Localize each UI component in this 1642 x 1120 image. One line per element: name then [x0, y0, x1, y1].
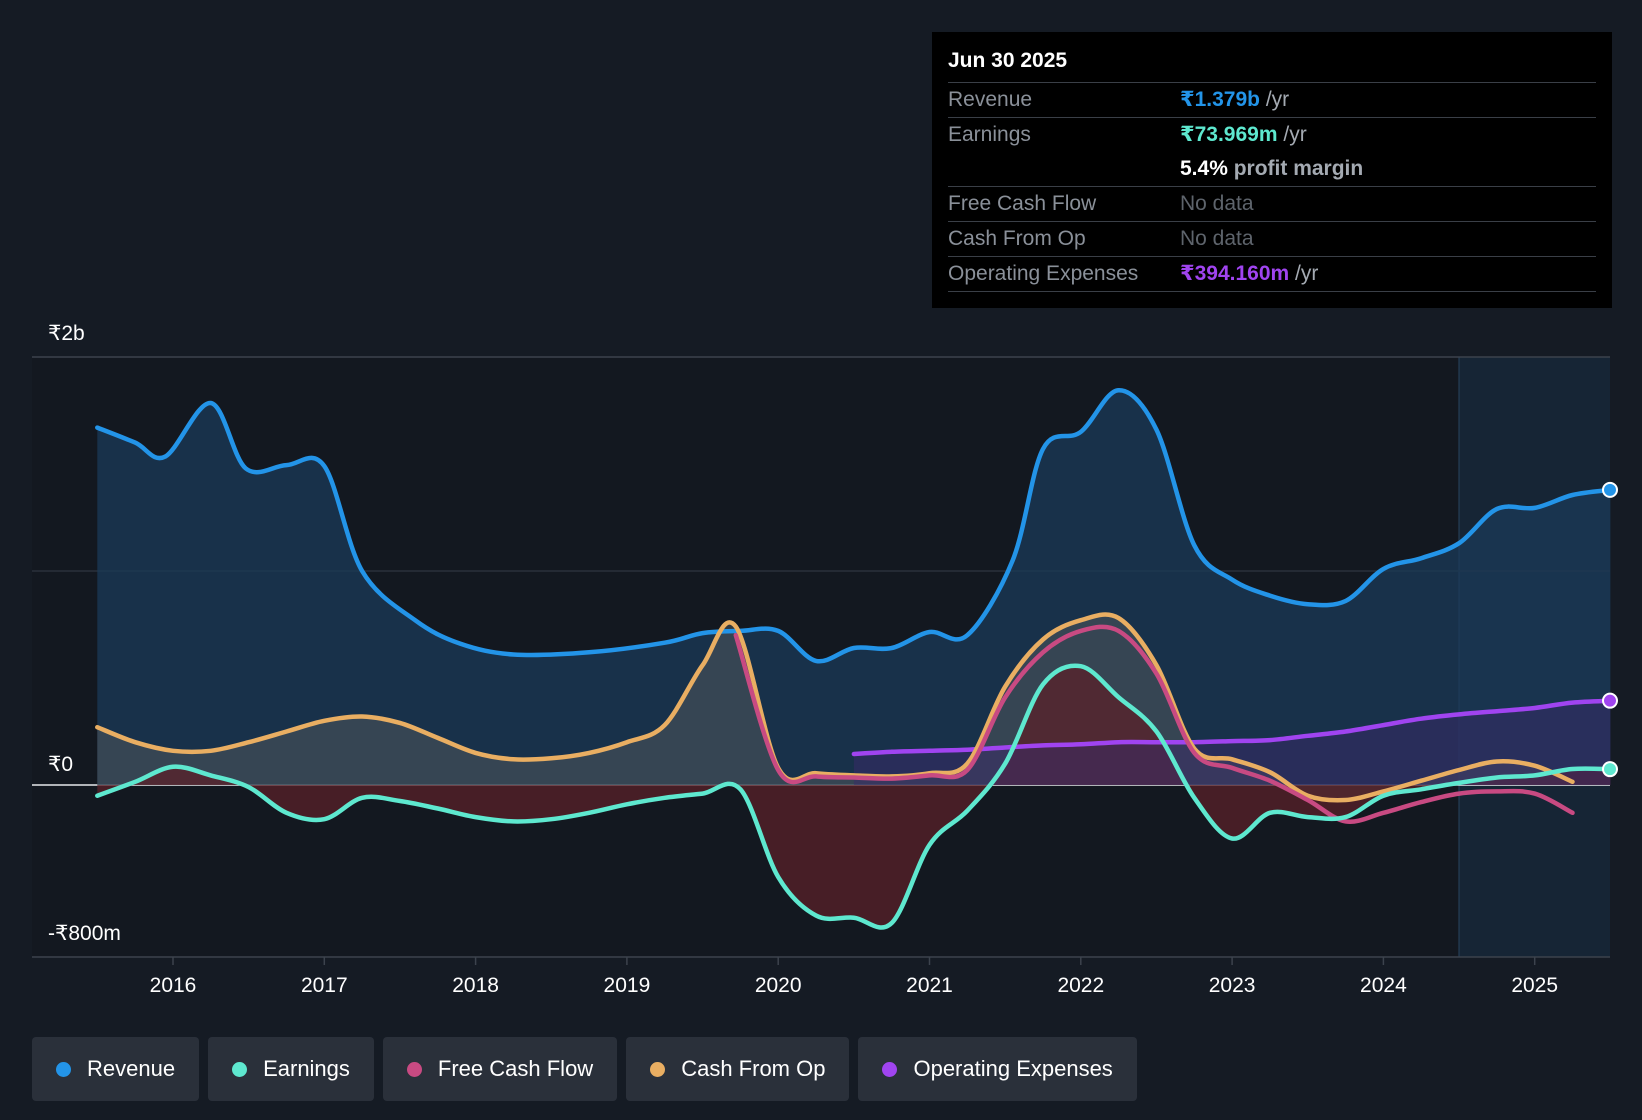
x-tick-label: 2019: [604, 974, 651, 997]
y-axis-labels: ₹2b ₹0 -₹800m: [48, 322, 121, 945]
earnings-area: [97, 665, 1611, 928]
y-tick-label: ₹0: [48, 753, 73, 776]
tooltip-cfo-label: Cash From Op: [948, 227, 1086, 250]
y-tick-label: -₹800m: [48, 922, 121, 945]
tooltip-revenue-label: Revenue: [948, 88, 1033, 111]
tooltip-opex-value: ₹394.160m: [1180, 262, 1290, 285]
x-tick-label: 2023: [1209, 974, 1256, 997]
tooltip-opex-unit: /yr: [1295, 262, 1319, 285]
cash-from-op-area: [97, 614, 1573, 801]
tooltip-earnings-unit: /yr: [1283, 123, 1307, 146]
x-tick-label: 2025: [1511, 974, 1558, 997]
legend-dot-cash-from-op: [650, 1061, 666, 1077]
legend-label-revenue: Revenue: [87, 1056, 176, 1081]
x-tick-label: 2016: [150, 974, 197, 997]
free-cash-flow-line: [733, 624, 1575, 825]
legend-dot-free-cash-flow: [406, 1061, 422, 1077]
tooltip-row-opex: Operating Expenses ₹394.160m /yr: [948, 257, 1596, 292]
earnings-line: [95, 663, 1613, 930]
x-tick-label: 2018: [452, 974, 499, 997]
y-tick-label: ₹2b: [48, 322, 85, 345]
legend-dot-earnings: [232, 1061, 248, 1077]
revenue-line: [95, 387, 1613, 664]
tooltip-cfo-value: No data: [1180, 227, 1254, 250]
legend-earnings[interactable]: Earnings: [208, 1037, 374, 1101]
tooltip-row-fcf: Free Cash Flow No data: [948, 187, 1596, 222]
series-lines: [95, 387, 1613, 930]
legend: Revenue Earnings Free Cash Flow Cash Fro…: [32, 1037, 1146, 1101]
legend-label-earnings: Earnings: [263, 1056, 350, 1081]
x-tick-label: 2021: [906, 974, 953, 997]
x-tick-label: 2022: [1057, 974, 1104, 997]
tooltip-fcf-label: Free Cash Flow: [948, 192, 1097, 215]
tooltip-margin-value: 5.4%: [1180, 157, 1228, 180]
x-tick-label: 2020: [755, 974, 802, 997]
legend-label-free-cash-flow: Free Cash Flow: [437, 1056, 594, 1081]
tooltip-date: Jun 30 2025: [948, 46, 1596, 83]
end-markers: [1602, 481, 1618, 778]
legend-dot-operating-expenses: [882, 1061, 898, 1077]
tooltip-margin-text: profit margin: [1233, 157, 1364, 180]
tooltip-earnings-label: Earnings: [948, 123, 1031, 146]
tooltip-revenue-unit: /yr: [1265, 88, 1290, 111]
x-tick-label: 2017: [301, 974, 348, 997]
tooltip-earnings-value: ₹73.969m: [1180, 123, 1278, 146]
tooltip-revenue-value: ₹1.379b: [1180, 88, 1260, 111]
tooltip-opex-label: Operating Expenses: [948, 262, 1139, 285]
tooltip-row-revenue: Revenue ₹1.379b /yr: [948, 83, 1596, 118]
legend-free-cash-flow[interactable]: Free Cash Flow: [382, 1037, 618, 1101]
tooltip-row-earnings: Earnings ₹73.969m /yr: [948, 118, 1596, 152]
revenue-end-marker: [1602, 481, 1618, 498]
legend-cash-from-op[interactable]: Cash From Op: [626, 1037, 850, 1101]
tooltip-row-cfo: Cash From Op No data: [948, 222, 1596, 257]
legend-label-operating-expenses: Operating Expenses: [913, 1056, 1113, 1081]
operating-expenses-end-marker: [1602, 692, 1618, 709]
tooltip-fcf-value: No data: [1180, 192, 1254, 215]
data-tooltip: Jun 30 2025 Revenue ₹1.379b /yr Earnings…: [932, 32, 1612, 308]
legend-revenue[interactable]: Revenue: [32, 1037, 200, 1101]
revenue-area: [97, 390, 1611, 785]
earnings-end-marker: [1602, 761, 1618, 778]
cash-from-op-line: [95, 612, 1575, 803]
legend-dot-revenue: [56, 1061, 71, 1077]
legend-label-cash-from-op: Cash From Op: [681, 1056, 826, 1081]
legend-operating-expenses[interactable]: Operating Expenses: [858, 1037, 1137, 1101]
x-axis-labels: 2016 2017 2018 2019 2020 2021 2022 2023 2024 2025: [150, 957, 1558, 997]
x-tick-label: 2024: [1360, 974, 1407, 997]
tooltip-row-margin: 5.4% profit margin: [948, 152, 1596, 187]
